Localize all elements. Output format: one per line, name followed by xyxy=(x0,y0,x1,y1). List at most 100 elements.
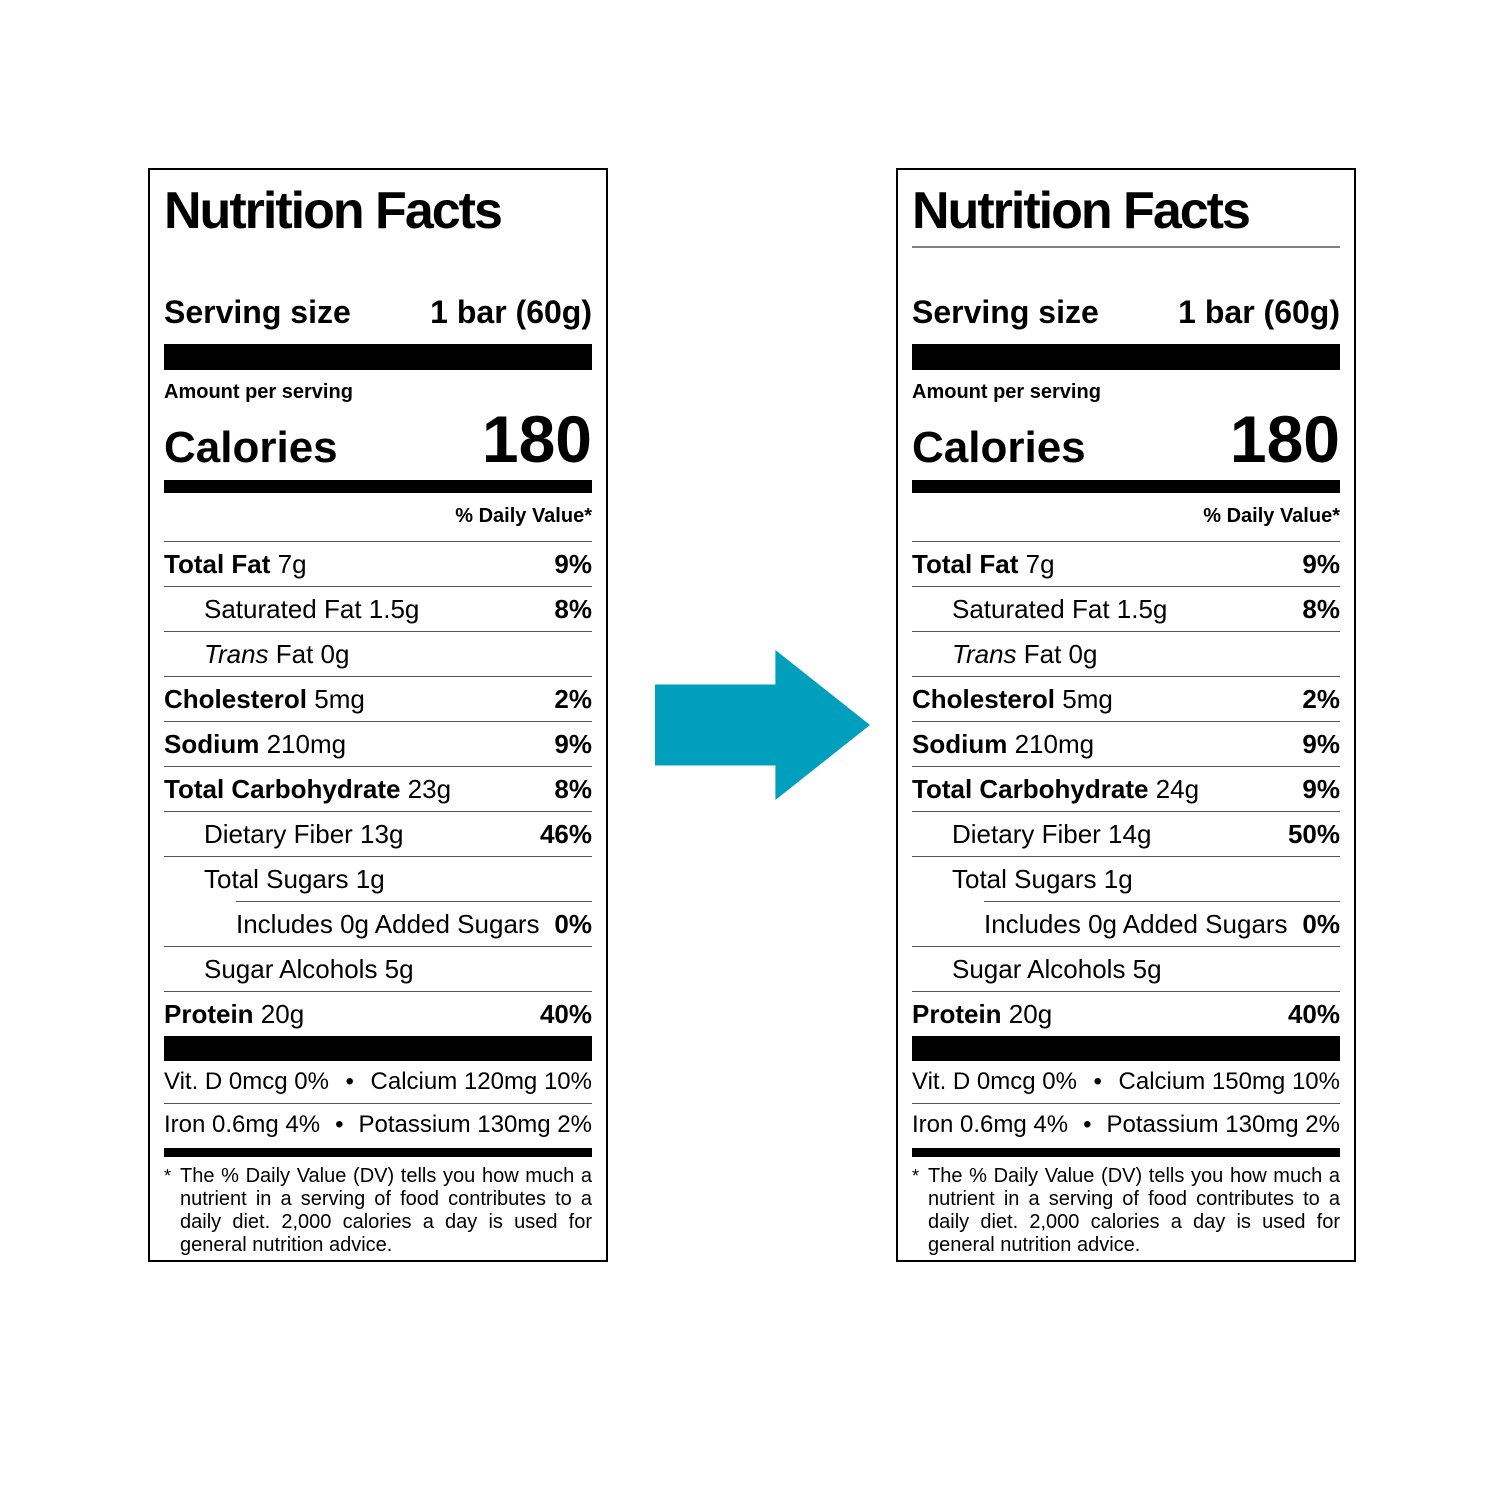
medium-divider-bar xyxy=(164,480,592,493)
nutrient-row: Total Sugars 1g xyxy=(164,857,592,901)
nutrient-name: Sugar Alcohols 5g xyxy=(952,954,1162,984)
nutrient-name: Cholesterol 5mg xyxy=(912,684,1113,714)
micronutrient-right: Calcium 120mg 10% xyxy=(370,1068,592,1095)
nutrient-name: Total Fat 7g xyxy=(164,549,307,579)
nutrient-daily-value: 8% xyxy=(1302,594,1340,624)
bullet-separator-icon: • xyxy=(1093,1068,1102,1095)
nutrient-daily-value: 9% xyxy=(554,549,592,579)
micronutrient-rows: Vit. D 0mcg 0% • Calcium 120mg 10% Iron 0.6… xyxy=(164,1061,592,1146)
label-title: Nutrition Facts xyxy=(164,182,503,240)
nutrient-row: Cholesterol 5mg 2% xyxy=(164,677,592,722)
micronutrient-right: Potassium 130mg 2% xyxy=(358,1111,592,1138)
nutrient-row: Cholesterol 5mg 2% xyxy=(912,677,1340,722)
nutrient-daily-value: 46% xyxy=(539,819,592,849)
calories-value: 180 xyxy=(1229,402,1340,476)
bullet-separator-icon: • xyxy=(335,1111,344,1138)
nutrient-name: Trans Fat 0g xyxy=(204,639,350,669)
indented-separator xyxy=(236,901,592,902)
nutrition-label-after: Nutrition Facts Serving size 1 bar (60g)… xyxy=(896,168,1356,1262)
micronutrient-left: Iron 0.6mg 4% xyxy=(912,1111,1069,1138)
serving-size-label: Serving size xyxy=(164,294,351,330)
indented-separator xyxy=(984,901,1340,902)
nutrient-row: Total Fat 7g 9% xyxy=(912,542,1340,587)
nutrient-row: Protein 20g 40% xyxy=(164,992,592,1036)
nutrient-name: Saturated Fat 1.5g xyxy=(952,594,1168,624)
nutrient-name: Protein 20g xyxy=(912,999,1053,1029)
micronutrient-row: Vit. D 0mcg 0% • Calcium 120mg 10% xyxy=(164,1061,592,1104)
micronutrient-row: Iron 0.6mg 4% • Potassium 130mg 2% xyxy=(164,1104,592,1146)
micronutrient-right: Calcium 150mg 10% xyxy=(1118,1068,1340,1095)
title-underline xyxy=(912,246,1340,248)
nutrient-name: Includes 0g Added Sugars xyxy=(236,909,540,939)
nutrient-row: Sodium 210mg 9% xyxy=(164,722,592,767)
nutrient-daily-value: 40% xyxy=(1287,999,1340,1029)
serving-size-label: Serving size xyxy=(912,294,1099,330)
nutrient-name: Total Carbohydrate 23g xyxy=(164,774,452,804)
nutrient-name: Saturated Fat 1.5g xyxy=(204,594,420,624)
nutrient-daily-value: 9% xyxy=(1302,729,1340,759)
nutrient-row: Total Carbohydrate 23g 8% xyxy=(164,767,592,812)
nutrient-name: Total Carbohydrate 24g xyxy=(912,774,1200,804)
footnote: * The % Daily Value (DV) tells you how m… xyxy=(164,1165,592,1257)
nutrient-daily-value: 9% xyxy=(1302,549,1340,579)
medium-divider-bar xyxy=(912,480,1340,493)
calories-label: Calories xyxy=(164,423,338,472)
nutrient-rows: Total Fat 7g 9% Saturated Fat 1.5g 8% Trans … xyxy=(912,542,1340,1036)
nutrient-row: Total Carbohydrate 24g 9% xyxy=(912,767,1340,812)
micronutrient-left: Vit. D 0mcg 0% xyxy=(164,1068,329,1095)
nutrient-rows: Total Fat 7g 9% Saturated Fat 1.5g 8% Trans … xyxy=(164,542,592,1036)
nutrient-row: Saturated Fat 1.5g 8% xyxy=(912,587,1340,632)
nutrient-daily-value: 2% xyxy=(1302,684,1340,714)
footnote: * The % Daily Value (DV) tells you how m… xyxy=(912,1165,1340,1257)
micronutrient-left: Vit. D 0mcg 0% xyxy=(912,1068,1077,1095)
micronutrient-row: Iron 0.6mg 4% • Potassium 130mg 2% xyxy=(912,1104,1340,1146)
change-arrow-icon xyxy=(655,650,870,800)
thick-divider-bar xyxy=(912,344,1340,370)
amount-per-serving-label: Amount per serving xyxy=(164,381,353,403)
nutrient-row: Includes 0g Added Sugars 0% xyxy=(164,902,592,947)
nutrient-row: Trans Fat 0g xyxy=(164,632,592,677)
micronutrient-row: Vit. D 0mcg 0% • Calcium 150mg 10% xyxy=(912,1061,1340,1104)
micronutrient-left: Iron 0.6mg 4% xyxy=(164,1111,321,1138)
bullet-separator-icon: • xyxy=(1083,1111,1092,1138)
footnote-marker: * xyxy=(164,1166,172,1186)
nutrient-daily-value: 9% xyxy=(1302,774,1340,804)
nutrient-row: Includes 0g Added Sugars 0% xyxy=(912,902,1340,947)
nutrient-daily-value: 0% xyxy=(1302,909,1340,939)
nutrient-name: Total Fat 7g xyxy=(912,549,1055,579)
footnote-text: The % Daily Value (DV) tells you how muc… xyxy=(180,1165,592,1256)
nutrient-name: Dietary Fiber 14g xyxy=(952,819,1152,849)
calories-label: Calories xyxy=(912,423,1086,472)
micronutrient-right: Potassium 130mg 2% xyxy=(1106,1111,1340,1138)
nutrient-name: Protein 20g xyxy=(164,999,305,1029)
nutrient-row: Total Fat 7g 9% xyxy=(164,542,592,587)
nutrient-row: Protein 20g 40% xyxy=(912,992,1340,1036)
micronutrient-rows: Vit. D 0mcg 0% • Calcium 150mg 10% Iron 0.6… xyxy=(912,1061,1340,1146)
serving-size-value: 1 bar (60g) xyxy=(1178,294,1340,330)
nutrient-name: Trans Fat 0g xyxy=(952,639,1098,669)
daily-value-header: % Daily Value* xyxy=(912,505,1340,542)
nutrient-daily-value: 8% xyxy=(554,594,592,624)
footnote-marker: * xyxy=(912,1166,920,1186)
serving-size-row: Serving size 1 bar (60g) xyxy=(912,294,1340,330)
thick-divider-bar xyxy=(164,344,592,370)
label-title: Nutrition Facts xyxy=(912,182,1251,240)
nutrient-daily-value: 0% xyxy=(554,909,592,939)
calories-value: 180 xyxy=(481,402,592,476)
nutrient-row: Dietary Fiber 13g 46% xyxy=(164,812,592,857)
amount-per-serving-label: Amount per serving xyxy=(912,381,1101,403)
thick-divider-bar xyxy=(912,1036,1340,1061)
nutrient-row: Dietary Fiber 14g 50% xyxy=(912,812,1340,857)
nutrient-row: Trans Fat 0g xyxy=(912,632,1340,677)
calories-row: Calories 180 xyxy=(164,406,592,474)
nutrient-daily-value: 8% xyxy=(554,774,592,804)
nutrient-row: Total Sugars 1g xyxy=(912,857,1340,901)
nutrient-row: Sugar Alcohols 5g xyxy=(912,947,1340,992)
nutrient-name: Total Sugars 1g xyxy=(952,864,1133,894)
bullet-separator-icon: • xyxy=(345,1068,354,1095)
thick-divider-bar xyxy=(164,1036,592,1061)
nutrient-name: Sugar Alcohols 5g xyxy=(204,954,414,984)
nutrient-name: Sodium 210mg xyxy=(912,729,1095,759)
nutrient-name: Sodium 210mg xyxy=(164,729,347,759)
